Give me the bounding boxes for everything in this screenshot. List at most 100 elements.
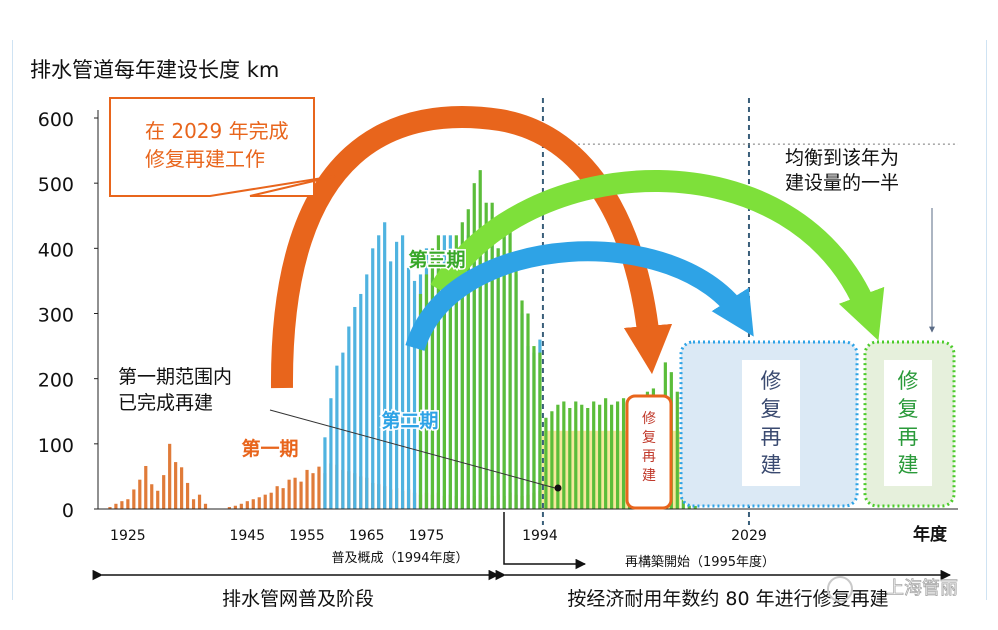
bar-series2-1988 xyxy=(502,235,506,510)
bar-series1-1962 xyxy=(347,326,351,509)
watermark-logo xyxy=(827,576,853,602)
callout-2029-box xyxy=(109,97,336,197)
repair-box-blue-text: 修复再建 xyxy=(761,369,782,477)
bar-series0-1950 xyxy=(275,486,279,509)
x-tick-label: 1955 xyxy=(289,528,325,544)
right-border-line xyxy=(986,40,987,600)
left-border-line xyxy=(12,40,13,600)
bar-series0-1946 xyxy=(251,499,255,509)
bar-series1-1964 xyxy=(359,293,363,509)
bar-series0-1929 xyxy=(150,484,154,509)
bar-series3-2004 xyxy=(598,404,602,509)
bar-series1-1973 xyxy=(412,280,417,509)
watermark-text: 上海管丽 xyxy=(886,578,958,599)
bar-series2-1976 xyxy=(430,248,435,510)
completed-note: 第一期范围内已完成再建 xyxy=(118,366,232,414)
y-tick-label: 0 xyxy=(62,500,74,522)
bar-series2-1994 xyxy=(538,352,542,509)
y-tick-label: 600 xyxy=(38,109,74,131)
bar-series0-1922 xyxy=(108,507,112,509)
bar-series1-1966 xyxy=(371,248,375,510)
repair-box-blue-text-line: 修 xyxy=(761,369,782,393)
bar-series2-1984 xyxy=(478,170,482,509)
bar-series0-1925 xyxy=(126,499,130,509)
balance-note-line: 建设量的一半 xyxy=(785,172,899,194)
x-tick-label: 1945 xyxy=(229,528,265,544)
repair-box-green-text-line: 再 xyxy=(898,425,919,449)
bar-series2-1977 xyxy=(436,235,441,510)
bar-series1-1972 xyxy=(406,267,411,509)
repair-box-small-text-line: 建 xyxy=(642,468,656,484)
y-tick-label: 300 xyxy=(38,305,74,327)
y-tick-label: 100 xyxy=(38,435,74,457)
bar-series2-1989 xyxy=(508,222,512,509)
stage-left-label: 排水管网普及阶段 xyxy=(222,588,374,610)
bar-series3-2006 xyxy=(610,404,614,509)
bar-series3-2007 xyxy=(615,401,620,509)
bar-series0-1957 xyxy=(317,466,321,509)
bar-series2-1978 xyxy=(442,293,446,509)
balance-note-line: 均衡到该年为 xyxy=(785,147,899,169)
popularization-label: 普及概成（1994年度） xyxy=(331,550,468,566)
bar-series2-1983 xyxy=(472,183,476,509)
repair-box-green-text-line: 复 xyxy=(898,397,919,421)
y-unit: km xyxy=(246,58,280,82)
bar-series2-1981 xyxy=(460,222,464,509)
bar-series2-1975 xyxy=(424,274,429,509)
bar-series0-1942 xyxy=(227,507,231,509)
reconstruction-start-label: 再構築開始（1995年度） xyxy=(625,554,775,570)
repair-box-blue-text-line: 再 xyxy=(761,425,782,449)
y-tick-label: 200 xyxy=(38,370,74,392)
x-tick-label: 1925 xyxy=(110,528,146,544)
bar-series0-1952 xyxy=(287,479,291,509)
bar-series1-1960 xyxy=(335,365,339,509)
bar-series0-1938 xyxy=(203,503,208,509)
bar-series2-1990 xyxy=(514,261,518,509)
bar-series1-1963 xyxy=(353,306,357,509)
bar-series2-1982 xyxy=(466,209,470,509)
bar-series3-2017 xyxy=(675,391,679,509)
bar-series0-1934 xyxy=(180,467,184,509)
bar-series1-1959 xyxy=(329,398,333,509)
arrow-green-arc xyxy=(430,170,885,341)
bar-series1-1969 xyxy=(389,261,393,509)
bar-series1-1967 xyxy=(377,235,381,510)
bar-series0-1928 xyxy=(144,465,148,509)
chart-title: 排水管道每年建设长度 km xyxy=(30,54,279,84)
bar-series3-2008 xyxy=(621,398,626,509)
repair-box-small xyxy=(625,394,673,510)
bar-series0-1951 xyxy=(281,488,285,509)
bar-series0-1932 xyxy=(168,443,172,509)
bar-series0-1937 xyxy=(197,494,202,509)
y-tick-label: 400 xyxy=(38,239,74,261)
bar-series2-1974 xyxy=(418,293,423,509)
x-axis-label: 年度 xyxy=(913,524,948,545)
bar-series1-1970 xyxy=(395,241,399,510)
callout-2029-text-line: 在 2029 年完成 xyxy=(145,119,289,143)
completed-pointer xyxy=(269,409,556,489)
repair-box-green-text: 修复再建 xyxy=(898,369,919,477)
arrow-blue-arc xyxy=(405,241,754,352)
repair-box-small-text-line: 复 xyxy=(642,429,656,446)
bar-series1-1961 xyxy=(341,352,345,509)
bar-series0-1931 xyxy=(162,475,166,509)
y-tick-label: 500 xyxy=(38,174,74,196)
repair-box-green-text-line: 修 xyxy=(898,369,919,393)
repair-box-small-text-line: 再 xyxy=(642,449,656,465)
bar-series3-1998 xyxy=(562,401,566,509)
phase2-label: 第二期 xyxy=(381,409,438,432)
bar-series0-1947 xyxy=(257,497,261,509)
phase1-label: 第一期 xyxy=(241,437,298,460)
repair-box-blue-inner xyxy=(742,360,800,486)
repair-box-blue-text-line: 建 xyxy=(761,453,782,477)
phase3-label: 第三期 xyxy=(408,248,465,271)
repair-box-small-text: 修复再建 xyxy=(642,411,656,484)
bar-series3-1996 xyxy=(550,411,554,509)
bar-series0-1927 xyxy=(138,479,142,509)
bar-series2-1979 xyxy=(448,267,452,509)
bar-series2-1980 xyxy=(454,235,458,510)
bar-series2-1991 xyxy=(520,300,524,509)
title-text: 排水管道每年建设长度 xyxy=(30,58,240,82)
